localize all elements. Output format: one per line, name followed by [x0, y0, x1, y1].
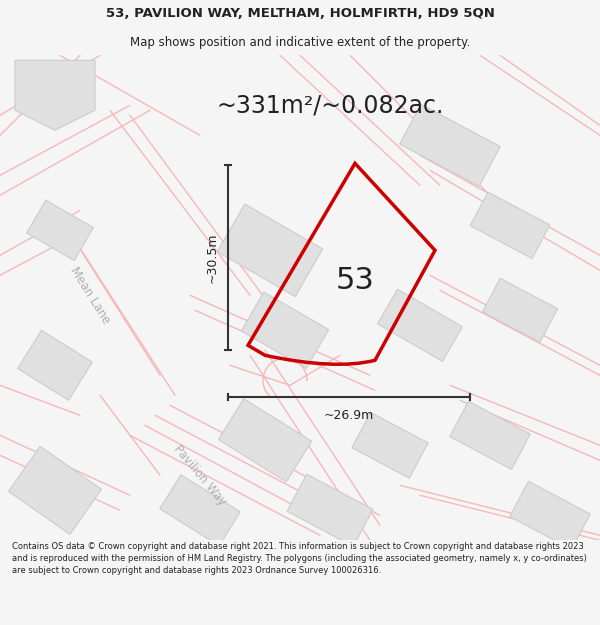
Polygon shape — [218, 399, 311, 482]
Polygon shape — [17, 331, 92, 400]
Polygon shape — [26, 200, 94, 261]
Polygon shape — [160, 475, 240, 546]
Polygon shape — [15, 60, 95, 130]
Text: ~331m²/~0.082ac.: ~331m²/~0.082ac. — [217, 93, 443, 118]
Polygon shape — [8, 446, 101, 534]
Polygon shape — [400, 104, 500, 186]
Polygon shape — [287, 474, 373, 546]
Text: 53: 53 — [335, 266, 374, 295]
Text: ~26.9m: ~26.9m — [324, 409, 374, 422]
Text: Contains OS data © Crown copyright and database right 2021. This information is : Contains OS data © Crown copyright and d… — [12, 542, 587, 575]
Polygon shape — [510, 481, 590, 549]
Polygon shape — [217, 204, 323, 297]
Polygon shape — [241, 292, 329, 369]
Polygon shape — [377, 289, 463, 361]
Text: ~30.5m: ~30.5m — [205, 232, 218, 283]
Text: Pavilion Way: Pavilion Way — [171, 442, 229, 508]
Polygon shape — [470, 192, 550, 259]
Text: Mean Lane: Mean Lane — [67, 264, 113, 326]
Polygon shape — [482, 278, 557, 342]
Polygon shape — [352, 412, 428, 478]
Text: Map shows position and indicative extent of the property.: Map shows position and indicative extent… — [130, 36, 470, 49]
Polygon shape — [450, 401, 530, 469]
Text: 53, PAVILION WAY, MELTHAM, HOLMFIRTH, HD9 5QN: 53, PAVILION WAY, MELTHAM, HOLMFIRTH, HD… — [106, 8, 494, 20]
